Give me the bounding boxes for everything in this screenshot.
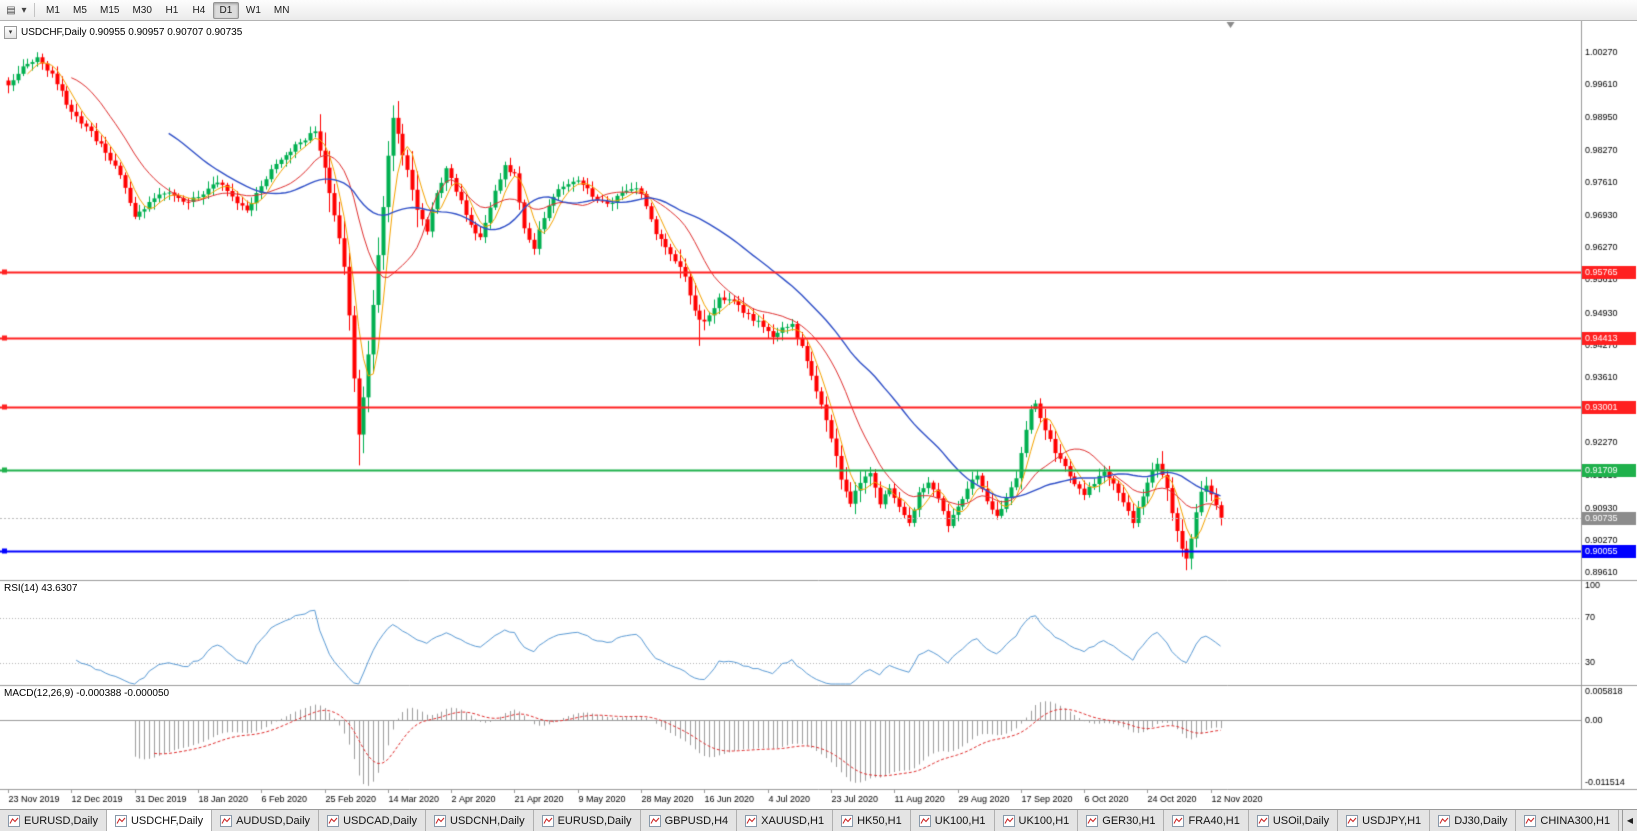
tab-label: USDCNH,Daily bbox=[450, 814, 525, 827]
toolbar-separator bbox=[34, 3, 35, 17]
tab-label: USDCHF,Daily bbox=[130, 814, 204, 827]
chart-header: ▾ USDCHF,Daily 0.90955 0.90957 0.90707 0… bbox=[4, 26, 242, 39]
chart-tab-china300-h1[interactable]: CHINA300,H1 bbox=[1516, 810, 1620, 831]
tab-chart-icon bbox=[918, 814, 931, 827]
tab-chart-icon bbox=[1086, 814, 1099, 827]
tab-label: EURUSD,Daily bbox=[557, 814, 632, 827]
tab-chart-icon bbox=[648, 814, 661, 827]
chart-tab-usdjpy-h1[interactable]: USDJPY,H1 bbox=[1338, 810, 1431, 831]
chart-tab-usoil-daily[interactable]: USOil,Daily bbox=[1248, 810, 1339, 831]
tab-label: USDJPY,H1 bbox=[1362, 814, 1422, 827]
tab-label: EURUSD,Daily bbox=[24, 814, 98, 827]
tab-chart-icon bbox=[327, 814, 340, 827]
timeframe-button-h4[interactable]: H4 bbox=[192, 4, 206, 16]
tab-label: USOil,Daily bbox=[1272, 814, 1330, 827]
chart-tabbar: EURUSD,Daily USDCHF,Daily AUDUSD,Daily USDC… bbox=[0, 809, 1637, 831]
tab-chart-icon bbox=[1002, 814, 1015, 827]
tab-chart-icon bbox=[114, 814, 127, 827]
chart-tab-ger30-h1[interactable]: GER30,H1 bbox=[1078, 810, 1165, 831]
symbol-dropdown-icon[interactable]: ▾ bbox=[4, 26, 17, 39]
chart-tab-xauusd-h1[interactable]: XAUUSD,H1 bbox=[737, 810, 834, 831]
chart-tab-hk50-h1[interactable]: HK50,H1 bbox=[833, 810, 911, 831]
chart-mode-icon[interactable]: ▤ bbox=[6, 4, 16, 16]
tab-chart-icon bbox=[1524, 814, 1537, 827]
tab-label: UK100,H1 bbox=[1018, 814, 1070, 827]
chart-tab-usdcad-daily[interactable]: USDCAD,Daily bbox=[319, 810, 427, 831]
tab-chart-icon bbox=[1172, 814, 1185, 827]
chart-ohlc-text: USDCHF,Daily 0.90955 0.90957 0.90707 0.9… bbox=[21, 27, 243, 38]
chart-mode-caret-icon[interactable]: ▾ bbox=[21, 4, 27, 16]
tab-label: FRA40,H1 bbox=[1188, 814, 1240, 827]
rsi-indicator-label: RSI(14) 43.6307 bbox=[4, 583, 78, 594]
timeframe-button-m1[interactable]: M1 bbox=[46, 4, 60, 16]
timeframe-button-m30[interactable]: M30 bbox=[132, 4, 152, 16]
timeframe-button-d1[interactable]: D1 bbox=[212, 1, 239, 19]
macd-indicator-label: MACD(12,26,9) -0.000388 -0.000050 bbox=[4, 688, 170, 699]
tab-label: GBPUSD,H4 bbox=[664, 814, 729, 827]
timeframe-button-m15[interactable]: M15 bbox=[100, 4, 120, 16]
timeframe-button-h1[interactable]: H1 bbox=[165, 4, 179, 16]
tab-label: XAUUSD,H1 bbox=[761, 814, 825, 827]
chart-tab-uk100-h1[interactable]: UK100,H1 bbox=[994, 810, 1079, 831]
chart-tab-gbpusd-h4[interactable]: GBPUSD,H4 bbox=[640, 810, 738, 831]
chart-tab-fra40-h1[interactable]: FRA40,H1 bbox=[1164, 810, 1249, 831]
tab-label: AUDUSD,Daily bbox=[236, 814, 311, 827]
tab-chart-icon bbox=[1256, 814, 1269, 827]
tab-chart-icon bbox=[745, 814, 758, 827]
timeframe-button-mn[interactable]: MN bbox=[273, 4, 290, 16]
chart-tab-usdchf-daily[interactable]: USDCHF,Daily bbox=[106, 810, 213, 831]
chart-area: ▾ USDCHF,Daily 0.90955 0.90957 0.90707 0… bbox=[0, 21, 1637, 809]
tab-chart-icon bbox=[1438, 814, 1451, 827]
chart-canvas[interactable] bbox=[0, 21, 1637, 809]
chart-tab-usdcnh-daily[interactable]: USDCNH,Daily bbox=[426, 810, 534, 831]
tab-chart-icon bbox=[541, 814, 554, 827]
timeframe-buttons: M1 M5 M15 M30 H1 H4 D1 W1 MN bbox=[40, 1, 295, 19]
chart-tab-eurusd-daily[interactable]: EURUSD,Daily bbox=[533, 810, 641, 831]
timeframe-toolbar: ▤ ▾ M1 M5 M15 M30 H1 H4 D1 W1 MN bbox=[0, 0, 1637, 21]
tab-chart-icon bbox=[434, 814, 447, 827]
chart-tab-uk100-h1[interactable]: UK100,H1 bbox=[910, 810, 995, 831]
tab-label: USDCAD,Daily bbox=[343, 814, 418, 827]
timeframe-button-m5[interactable]: M5 bbox=[73, 4, 87, 16]
tab-chart-icon bbox=[8, 814, 20, 827]
tab-label: CHINA300,H1 bbox=[1540, 814, 1611, 827]
chart-tab-eurusd-daily[interactable]: EURUSD,Daily bbox=[0, 810, 107, 831]
tab-label: UK100,H1 bbox=[934, 814, 986, 827]
tab-chart-icon bbox=[220, 814, 233, 827]
chart-tab-dj30-daily[interactable]: DJ30,Daily bbox=[1430, 810, 1517, 831]
tab-label: GER30,H1 bbox=[1102, 814, 1156, 827]
tab-label: HK50,H1 bbox=[857, 814, 902, 827]
chart-tab-audusd-daily[interactable]: AUDUSD,Daily bbox=[212, 810, 320, 831]
tab-chart-icon bbox=[841, 814, 854, 827]
tab-scroll-left-icon[interactable]: ◀ bbox=[1622, 810, 1637, 831]
tab-chart-icon bbox=[1346, 814, 1359, 827]
timeframe-button-w1[interactable]: W1 bbox=[245, 4, 261, 16]
tab-label: DJ30,Daily bbox=[1454, 814, 1508, 827]
